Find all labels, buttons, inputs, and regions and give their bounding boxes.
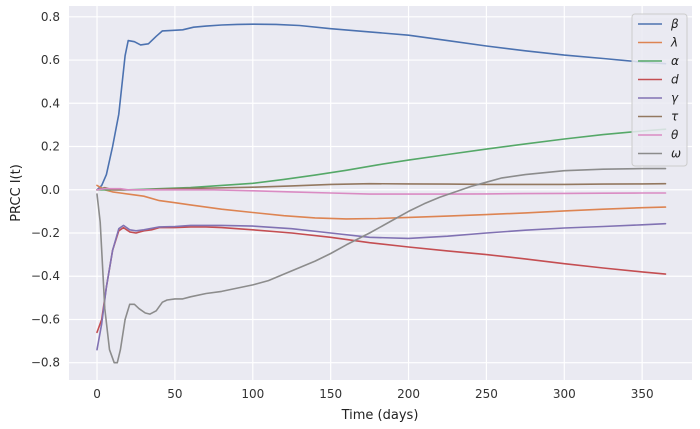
x-tick-label: 0 xyxy=(93,387,101,401)
x-tick-label: 150 xyxy=(319,387,342,401)
x-tick-label: 200 xyxy=(397,387,420,401)
legend-label-alpha: α xyxy=(671,54,679,68)
legend-label-omega: ω xyxy=(671,147,681,161)
x-tick-label: 100 xyxy=(241,387,264,401)
y-tick-label: 0.0 xyxy=(41,183,60,197)
x-tick-label: 350 xyxy=(631,387,654,401)
series-line-theta xyxy=(96,187,667,195)
y-tick-label: 0.8 xyxy=(41,10,60,24)
x-axis-title: Time (days) xyxy=(341,408,419,423)
y-tick-label: 0.2 xyxy=(41,140,60,154)
series-line-beta xyxy=(96,23,667,191)
y-tick-labels: −0.8 −0.6 −0.4 −0.2 0.0 0.2 0.4 0.6 0.8 xyxy=(31,10,60,370)
x-tick-label: 250 xyxy=(475,387,498,401)
legend-label-lambda: λ xyxy=(670,36,678,50)
y-tick-label: −0.8 xyxy=(31,356,60,370)
legend-label-gamma: γ xyxy=(671,91,679,105)
series-line-lambda xyxy=(96,184,667,220)
legend-label-beta: β xyxy=(670,17,679,31)
series-lines xyxy=(96,23,667,364)
series-line-d xyxy=(96,226,667,334)
x-tick-labels: 0 50 100 150 200 250 300 350 xyxy=(93,387,653,401)
legend-box xyxy=(631,13,688,167)
x-tick-label: 50 xyxy=(167,387,182,401)
legend-label-theta: θ xyxy=(671,128,679,142)
series-line-omega xyxy=(96,167,667,364)
y-tick-label: 0.4 xyxy=(41,96,60,110)
y-tick-label: −0.6 xyxy=(31,312,60,326)
y-axis-title: PRCC I(t) xyxy=(9,164,24,222)
y-tick-label: −0.4 xyxy=(31,269,60,283)
y-tick-label: 0.6 xyxy=(41,53,60,67)
series-line-gamma xyxy=(96,222,667,351)
y-tick-label: −0.2 xyxy=(31,226,60,240)
legend-label-tau: τ xyxy=(671,110,679,124)
legend-label-d: d xyxy=(671,73,679,87)
x-tick-label: 300 xyxy=(553,387,576,401)
